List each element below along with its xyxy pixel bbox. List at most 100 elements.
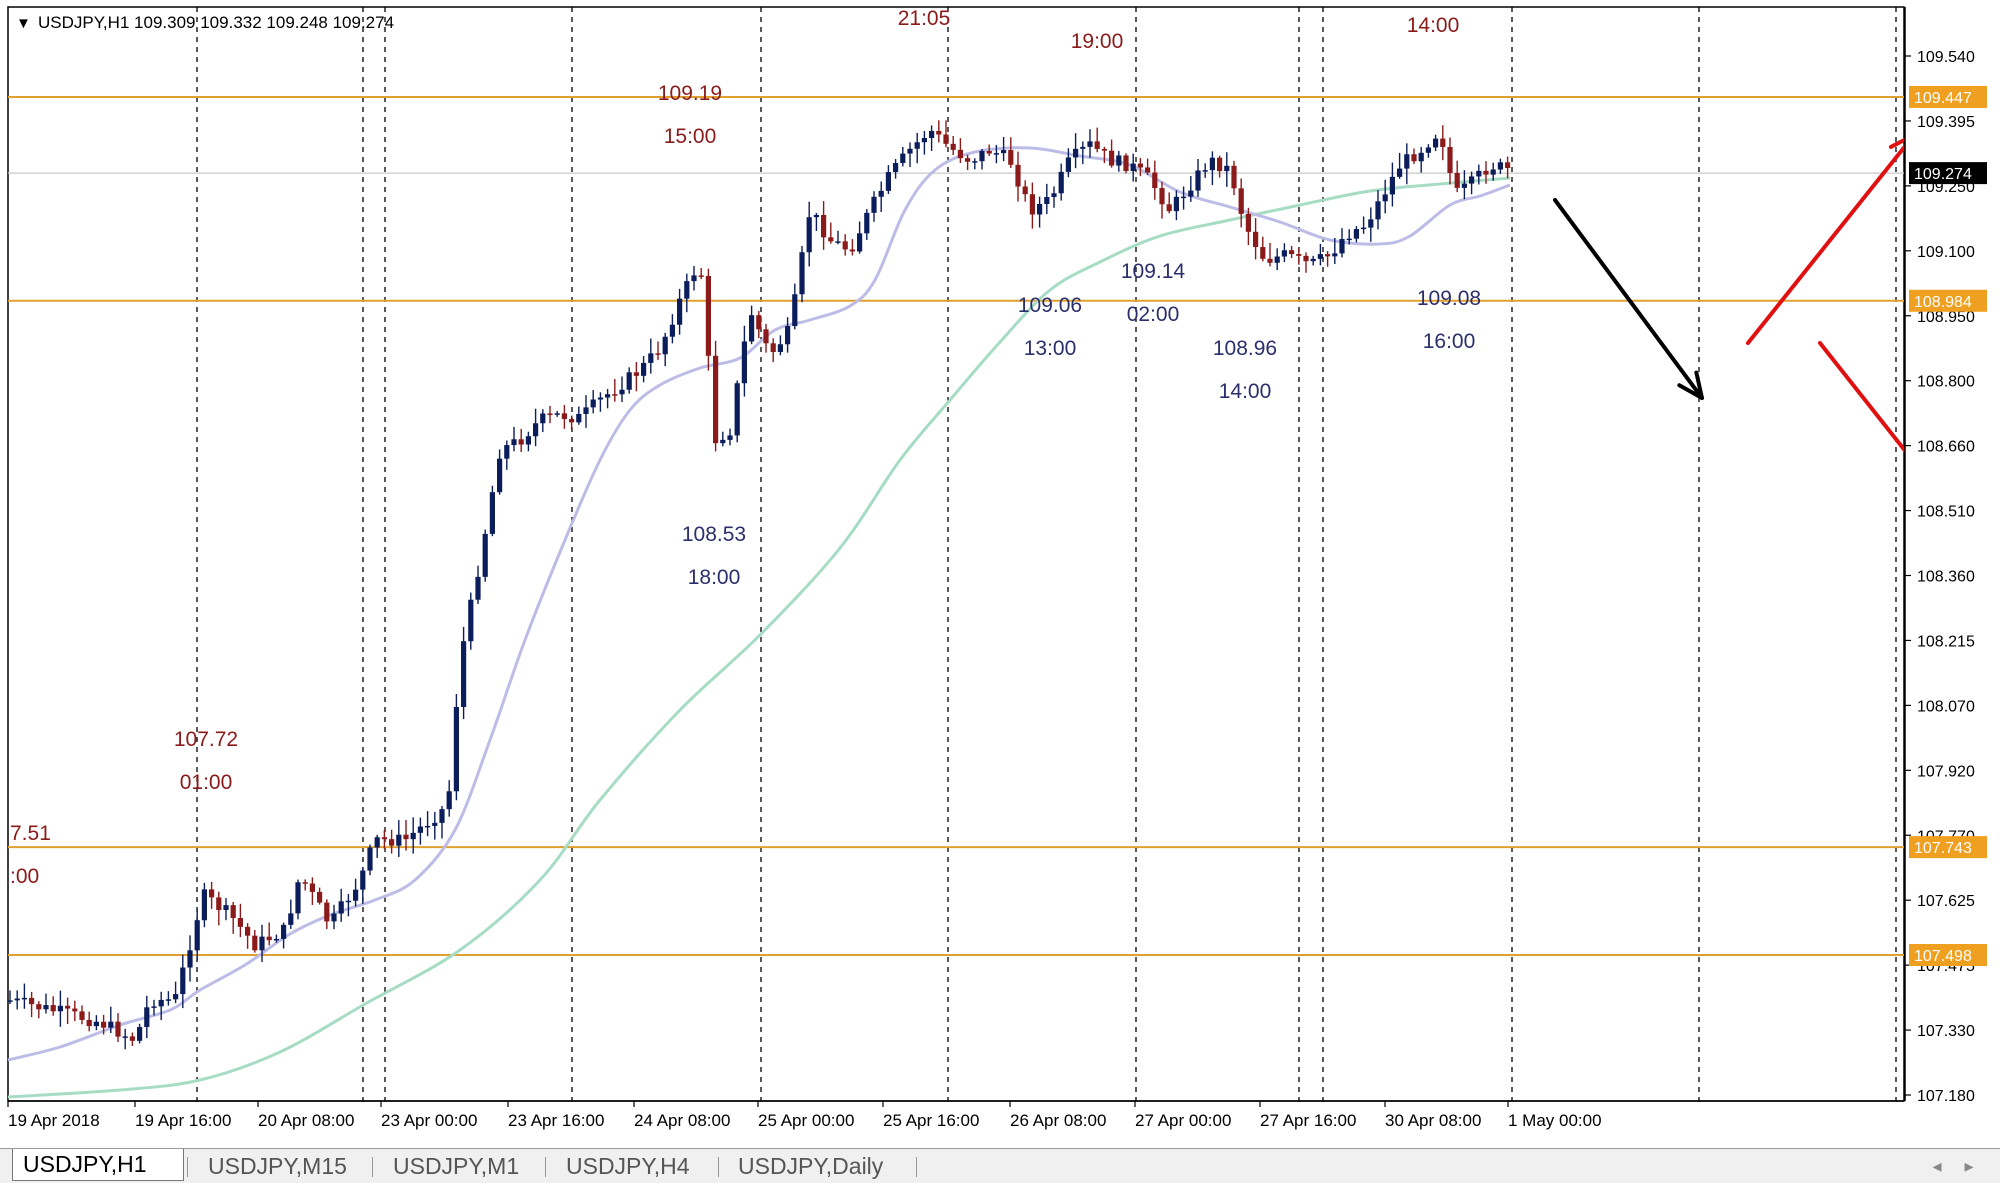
bullish-candle	[669, 324, 675, 337]
bullish-candle	[914, 142, 920, 149]
level-price-tag-label: 108.984	[1914, 294, 1972, 311]
bullish-candle	[93, 1021, 99, 1027]
bearish-candle	[569, 419, 575, 423]
bullish-candle	[885, 172, 891, 191]
bullish-candle	[583, 407, 589, 414]
bearish-candle	[1094, 141, 1100, 149]
bullish-candle	[396, 834, 402, 846]
bullish-candle	[1476, 170, 1482, 177]
bearish-candle	[561, 413, 567, 420]
level-price-tag[interactable]	[1909, 289, 1987, 312]
bullish-candle	[1317, 254, 1323, 259]
tab-usdjpy-m15[interactable]: USDJPY,M15	[208, 1153, 347, 1179]
horizontal-levels[interactable]	[8, 95, 1904, 956]
bearish-candle	[50, 1005, 56, 1012]
bullish-candle	[799, 252, 805, 295]
bearish-candle	[403, 834, 409, 840]
bullish-candle	[1332, 253, 1338, 257]
bullish-candle	[1080, 146, 1086, 149]
swing-annotation-label: 109.19	[658, 82, 722, 105]
tab-usdjpy-h1[interactable]: USDJPY,H1	[12, 1149, 184, 1181]
tab-usdjpy-daily[interactable]: USDJPY,Daily	[738, 1153, 884, 1179]
bullish-candle	[1037, 203, 1043, 215]
bullish-candle	[1346, 238, 1352, 241]
bearish-candle	[237, 918, 243, 927]
tab-usdjpy-m1[interactable]: USDJPY,M1	[393, 1153, 520, 1179]
bullish-candle	[691, 275, 697, 282]
collapse-arrow-icon[interactable]: ▼	[16, 15, 31, 32]
bullish-candle	[1375, 201, 1381, 220]
time-tick-label: 1 May 00:00	[1508, 1111, 1602, 1130]
forecast-arrow-down-black-head	[1677, 370, 1704, 400]
bullish-candle	[187, 950, 193, 968]
bearish-candle	[230, 905, 236, 919]
current-price-tag[interactable]	[1909, 162, 1987, 185]
bullish-candle	[1065, 157, 1071, 172]
bullish-candle	[1209, 157, 1215, 171]
bullish-candle	[1490, 169, 1496, 175]
bearish-candle	[1260, 247, 1266, 259]
bullish-candle	[878, 190, 884, 197]
tab-scroll-right-icon[interactable]: ▸	[1964, 1156, 1974, 1176]
bullish-candle	[1051, 193, 1057, 197]
bullish-candle	[1353, 229, 1359, 239]
price-tick-label: 108.215	[1917, 633, 1975, 650]
bearish-candle	[79, 1011, 85, 1020]
bearish-candle	[309, 883, 315, 892]
tab-usdjpy-h4[interactable]: USDJPY,H4	[566, 1153, 690, 1179]
bullish-candle	[453, 707, 459, 792]
time-axis[interactable]: 19 Apr 2018 19 Apr 16:00 20 Apr 08:00 23 Ap…	[7, 1100, 1904, 1130]
bullish-candle	[281, 924, 287, 939]
bearish-candle	[252, 935, 258, 951]
bullish-candle	[727, 435, 733, 440]
forecast-arrow-up-red[interactable]	[1746, 133, 1916, 345]
price-tick-label: 108.360	[1917, 569, 1975, 586]
forecast-arrow-down-black[interactable]	[1553, 198, 1704, 400]
swing-annotation-label: 18:00	[688, 566, 741, 589]
bullish-candle	[626, 372, 632, 390]
bullish-candle	[7, 1000, 13, 1002]
bearish-candle	[1231, 165, 1237, 189]
bullish-candle	[504, 445, 510, 459]
time-tick-label: 25 Apr 00:00	[758, 1111, 854, 1130]
bearish-candle	[1505, 162, 1511, 168]
swing-annotation-label: 109.08	[1417, 287, 1481, 310]
bearish-candle	[1022, 186, 1028, 195]
bullish-candle	[1339, 239, 1345, 254]
chart-window[interactable]: 21:05 19:00 14:00 109.19 15:00 107.72 01:00 7.5…	[0, 0, 2000, 1148]
bullish-candle	[605, 394, 611, 398]
bearish-candle	[1447, 146, 1453, 173]
bullish-candle	[540, 413, 546, 424]
bearish-candle	[1137, 163, 1143, 168]
bearish-candle	[1029, 194, 1035, 215]
time-tick-label: 27 Apr 16:00	[1260, 1111, 1356, 1130]
bearish-candle	[950, 143, 956, 150]
bearish-candle	[842, 241, 848, 250]
bullish-candle	[1389, 176, 1395, 195]
bearish-candle	[1145, 167, 1151, 173]
swing-annotation-label: 15:00	[664, 125, 717, 148]
tab-scroll-left-icon[interactable]: ◂	[1932, 1156, 1942, 1176]
price-tick-label: 108.660	[1917, 439, 1975, 456]
bullish-candle	[194, 920, 200, 951]
bearish-candle	[849, 249, 855, 252]
bullish-candle	[345, 900, 351, 903]
level-price-tag[interactable]	[1909, 836, 1987, 859]
level-price-tag[interactable]	[1909, 943, 1987, 966]
price-axis[interactable]: 109.540109.395109.250109.100108.950108.8…	[1904, 0, 2000, 1148]
bullish-candle	[1469, 176, 1475, 184]
bearish-candle	[1238, 188, 1244, 214]
price-tick-label: 108.800	[1917, 374, 1975, 391]
level-price-tag[interactable]	[1909, 85, 1987, 108]
price-chart[interactable]: 21:05 19:00 14:00 109.19 15:00 107.72 01:00 7.5…	[0, 0, 2000, 1148]
bearish-candle	[1101, 148, 1107, 151]
bullish-candle	[331, 913, 337, 922]
bearish-candle	[770, 343, 776, 352]
bearish-candle	[324, 902, 330, 922]
bearish-candle	[1152, 172, 1158, 189]
time-tick-label: 27 Apr 00:00	[1135, 1111, 1231, 1130]
bullish-candle	[720, 439, 726, 444]
price-tick-label: 109.540	[1917, 49, 1975, 66]
bullish-candle	[425, 825, 431, 828]
swing-annotation-label: 21:05	[898, 7, 951, 30]
